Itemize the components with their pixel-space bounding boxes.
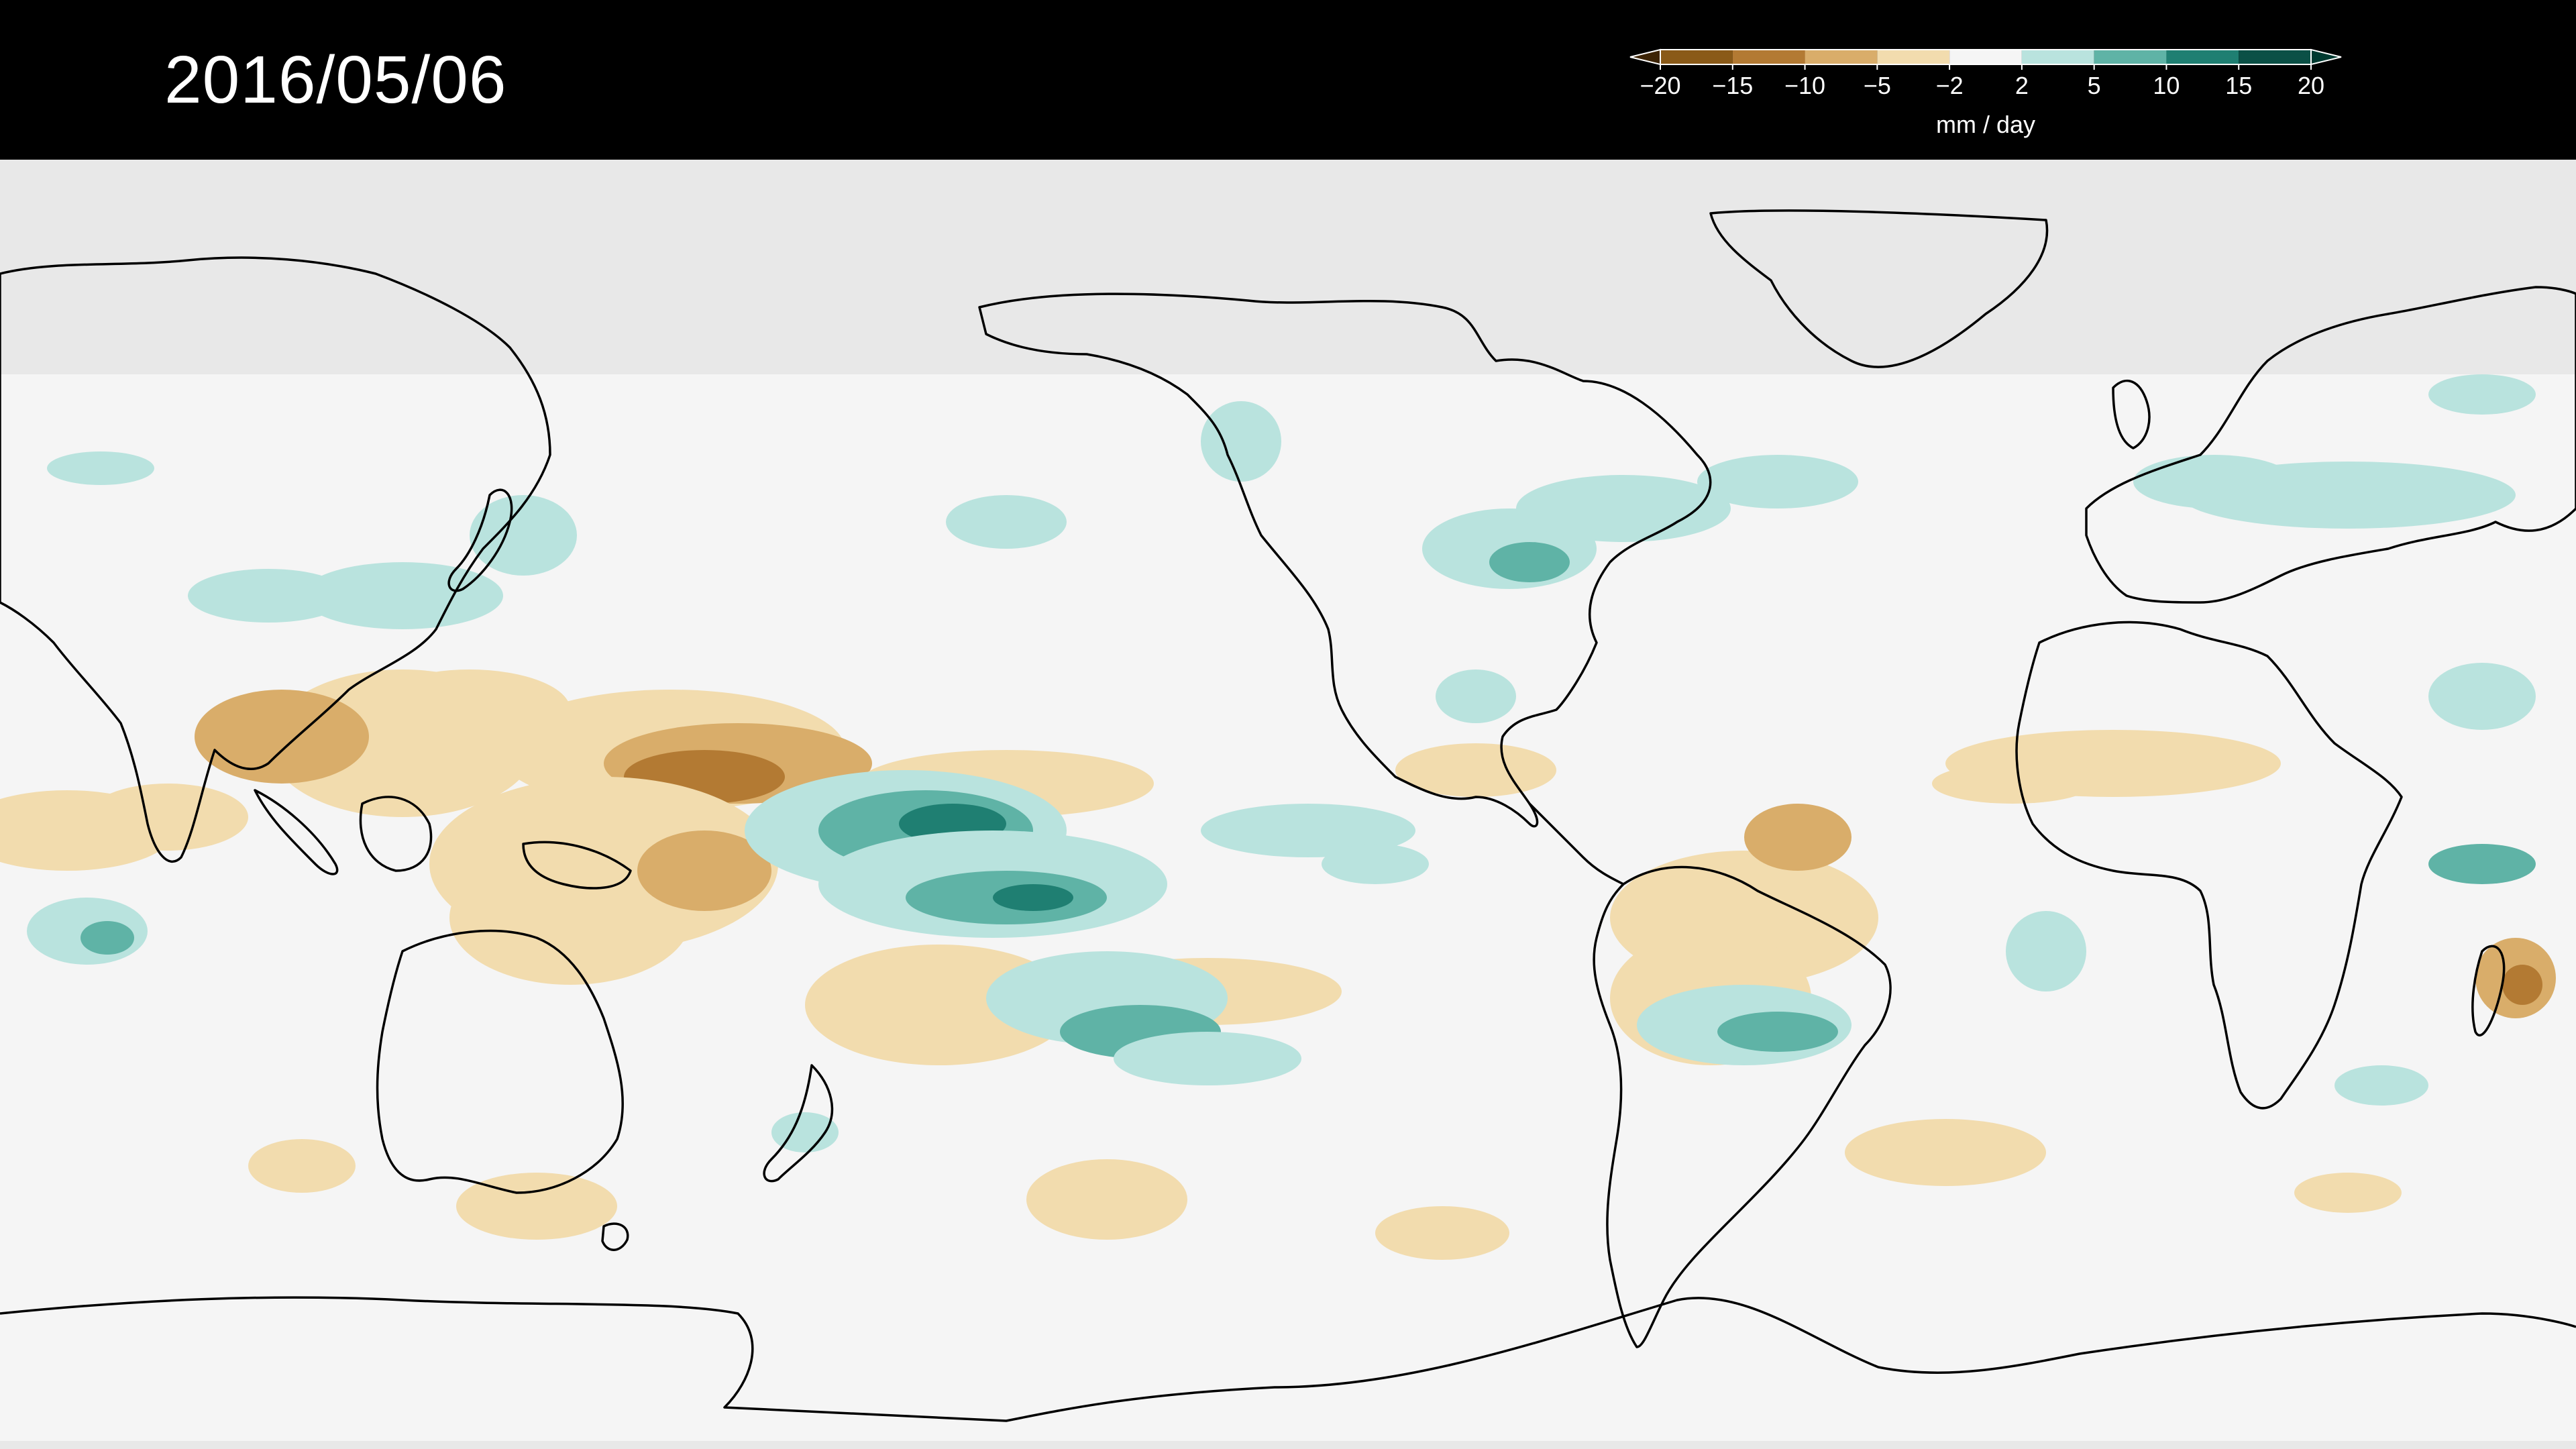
anomaly-patch xyxy=(1201,401,1281,482)
anomaly-field xyxy=(0,374,2556,1260)
anomaly-patch xyxy=(80,921,134,955)
coast-borneo xyxy=(359,796,433,872)
colorbar-tick-label: 15 xyxy=(2225,72,2252,99)
anomaly-patch xyxy=(47,451,154,485)
colorbar-tick-label: −2 xyxy=(1936,72,1964,99)
anomaly-patch xyxy=(248,1139,356,1193)
colorbar-tick-label: 20 xyxy=(2298,72,2324,99)
anomaly-patch xyxy=(2006,911,2086,991)
colorbar-bin xyxy=(1805,50,1878,64)
coast-europe xyxy=(2085,286,2576,604)
date-label: 2016/05/06 xyxy=(164,42,507,117)
anomaly-patch xyxy=(1489,542,1570,582)
anomaly-patch xyxy=(637,830,771,911)
anomaly-patch xyxy=(449,851,691,985)
colorbar-tick-label: 5 xyxy=(2088,72,2101,99)
colorbar-bin xyxy=(1877,50,1950,64)
colorbar-bin xyxy=(2166,50,2239,64)
colorbar-bin xyxy=(2239,50,2311,64)
colorbar-bin xyxy=(1660,50,1733,64)
coast-africa xyxy=(2015,621,2403,1110)
anomaly-patch xyxy=(470,495,577,576)
map-canvas xyxy=(0,160,2576,1449)
colorbar-bin xyxy=(2094,50,2167,64)
coast-new-guinea xyxy=(522,841,632,890)
anomaly-patch xyxy=(2294,1173,2402,1213)
coast-australia xyxy=(376,929,625,1194)
coast-asia xyxy=(0,256,551,863)
anomaly-patch xyxy=(1697,455,1858,508)
anomaly-patch xyxy=(369,669,570,750)
colorbar-tick-label: 10 xyxy=(2153,72,2180,99)
colorbar-bins xyxy=(1629,48,2342,66)
anomaly-patch xyxy=(771,1112,839,1152)
anomaly-patch xyxy=(302,562,503,629)
anomaly-patch xyxy=(1375,1206,1509,1260)
coast-uk xyxy=(2112,380,2151,449)
anomaly-patch xyxy=(87,784,248,851)
coast-japan xyxy=(447,488,513,592)
colorbar-frame xyxy=(1660,49,2312,65)
anomaly-patch xyxy=(1744,804,1851,871)
colorbar-tick-label: −15 xyxy=(1712,72,1753,99)
anomaly-patch xyxy=(2334,1065,2428,1106)
coast-antarctica xyxy=(0,1296,2576,1422)
colorbar-bin xyxy=(1949,50,2022,64)
colorbar-bin xyxy=(2021,50,2094,64)
anomaly-patch xyxy=(2428,374,2536,415)
anomaly-patch xyxy=(1932,763,2093,804)
colorbar-extend-low xyxy=(1629,48,1661,66)
anomaly-patch xyxy=(195,690,369,784)
coast-new-zealand xyxy=(763,1064,834,1183)
coast-sumatra xyxy=(254,789,339,875)
anomaly-patch xyxy=(2502,965,2542,1005)
coast-greenland xyxy=(1709,209,2049,368)
anomaly-patch xyxy=(188,569,349,623)
coast-madagascar xyxy=(2471,945,2506,1037)
colorbar-legend: −20 −15 −10 −5 −2 2 5 10 15 20 mm / day xyxy=(1629,48,2342,138)
colorbar-tick-label: −10 xyxy=(1784,72,1825,99)
anomaly-patch xyxy=(1516,475,1731,542)
anomaly-patch xyxy=(993,884,1073,911)
coast-south-america xyxy=(1593,865,1892,1348)
colorbar-ticks: −20 −15 −10 −5 −2 2 5 10 15 20 xyxy=(1640,64,2324,99)
colorbar-tick-label: −20 xyxy=(1640,72,1680,99)
anomaly-patch xyxy=(1114,1032,1301,1085)
coast-central-america xyxy=(1528,802,1624,885)
colorbar-bin xyxy=(1732,50,1805,64)
coast-tasmania xyxy=(601,1222,629,1251)
world-map xyxy=(0,160,2576,1449)
anomaly-patch xyxy=(1436,669,1516,723)
colorbar-tick-label: 2 xyxy=(2015,72,2029,99)
colorbar-extend-high xyxy=(2310,48,2342,66)
anomaly-patch xyxy=(1322,844,1429,884)
colorbar-unit-label: mm / day xyxy=(1936,111,2035,138)
header-bar: 2016/05/06 −20 −15 −10 −5 −2 2 5 10 15 20 mm / da… xyxy=(0,0,2576,160)
anomaly-patch xyxy=(456,1173,617,1240)
anomaly-patch xyxy=(2428,663,2536,730)
colorbar-tick-label: −5 xyxy=(1864,72,1891,99)
anomaly-patch xyxy=(1717,1012,1838,1052)
anomaly-patch xyxy=(946,495,1067,549)
anomaly-patch xyxy=(2133,455,2294,508)
coast-north-america xyxy=(978,292,1712,828)
coastlines xyxy=(0,209,2576,1422)
anomaly-patch xyxy=(1026,1159,1187,1240)
anomaly-patch xyxy=(1201,804,1415,857)
anomaly-patch xyxy=(2428,844,2536,884)
ocean-background xyxy=(0,374,2576,1441)
anomaly-patch xyxy=(1845,1119,2046,1186)
